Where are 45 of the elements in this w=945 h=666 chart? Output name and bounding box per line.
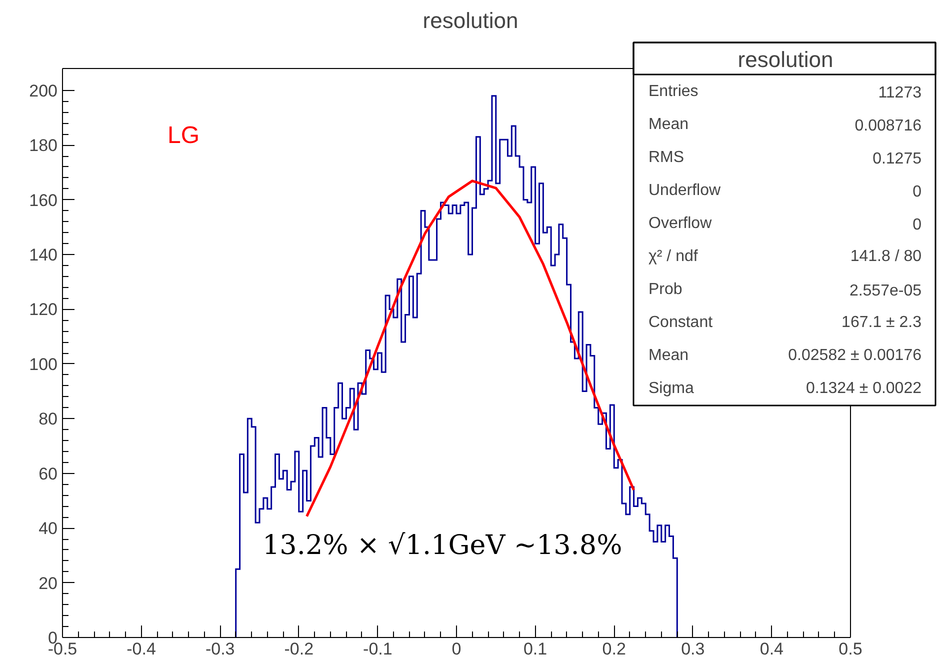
x-tick-label: 0.5 — [838, 640, 862, 658]
x-tick-label: 0.2 — [602, 640, 626, 658]
line-series — [306, 180, 636, 518]
annotation: Sigma — [648, 380, 694, 397]
x-tick-label: 0.3 — [681, 640, 705, 658]
annotation: 141.8 / 80 — [850, 248, 922, 265]
y-tick-label: 20 — [38, 574, 58, 593]
y-tick-label: 140 — [29, 246, 58, 265]
y-tick-label: 80 — [38, 410, 58, 429]
annotation: Mean — [648, 347, 689, 364]
annotation: 13.2% × √1.1GeV ~13.8% — [262, 530, 622, 561]
x-tick-label: 0.4 — [760, 640, 784, 658]
annotation: Prob — [648, 281, 682, 298]
text: 0 — [912, 216, 922, 234]
annotation: Mean — [648, 116, 689, 133]
annotation: resolution — [738, 47, 834, 72]
annotation: Entries — [648, 83, 698, 100]
y-tick-label: 160 — [29, 190, 58, 210]
annotation: χ² / ndf — [648, 248, 698, 265]
x-tick-label: -0.1 — [363, 640, 392, 658]
y-tick-label: 60 — [38, 464, 58, 484]
annotation: LG — [168, 122, 200, 149]
text: 0.008716 — [854, 118, 922, 134]
text: 0 — [912, 184, 922, 200]
x-tick-label: 0.1 — [523, 640, 548, 658]
x-tick-label: -0.4 — [126, 640, 156, 658]
annotation: Constant — [648, 314, 714, 331]
x-tick-label: 0 — [452, 640, 462, 658]
y-tick-label: 120 — [29, 300, 58, 320]
annotation: Overflow — [648, 215, 712, 232]
text: 11273 — [878, 84, 922, 102]
annotation: 0.02582 ± 0.00176 — [788, 347, 922, 364]
y-tick-label: 40 — [38, 519, 58, 538]
y-tick-label: 200 — [29, 81, 58, 100]
text: 0.1275 — [872, 150, 922, 168]
y-tick-label: 100 — [29, 354, 58, 374]
annotation: Underflow — [648, 182, 721, 199]
annotation: 167.1 ± 2.3 — [842, 314, 922, 331]
y-tick-label: 180 — [29, 136, 58, 156]
x-tick-label: -0.3 — [205, 640, 235, 658]
x-tick-label: -0.2 — [284, 640, 314, 658]
chart-title: resolution — [422, 8, 518, 33]
annotation: 0.1324 ± 0.0022 — [806, 380, 922, 397]
annotation: 2.557e-05 — [849, 282, 922, 300]
annotation: RMS — [648, 149, 684, 166]
